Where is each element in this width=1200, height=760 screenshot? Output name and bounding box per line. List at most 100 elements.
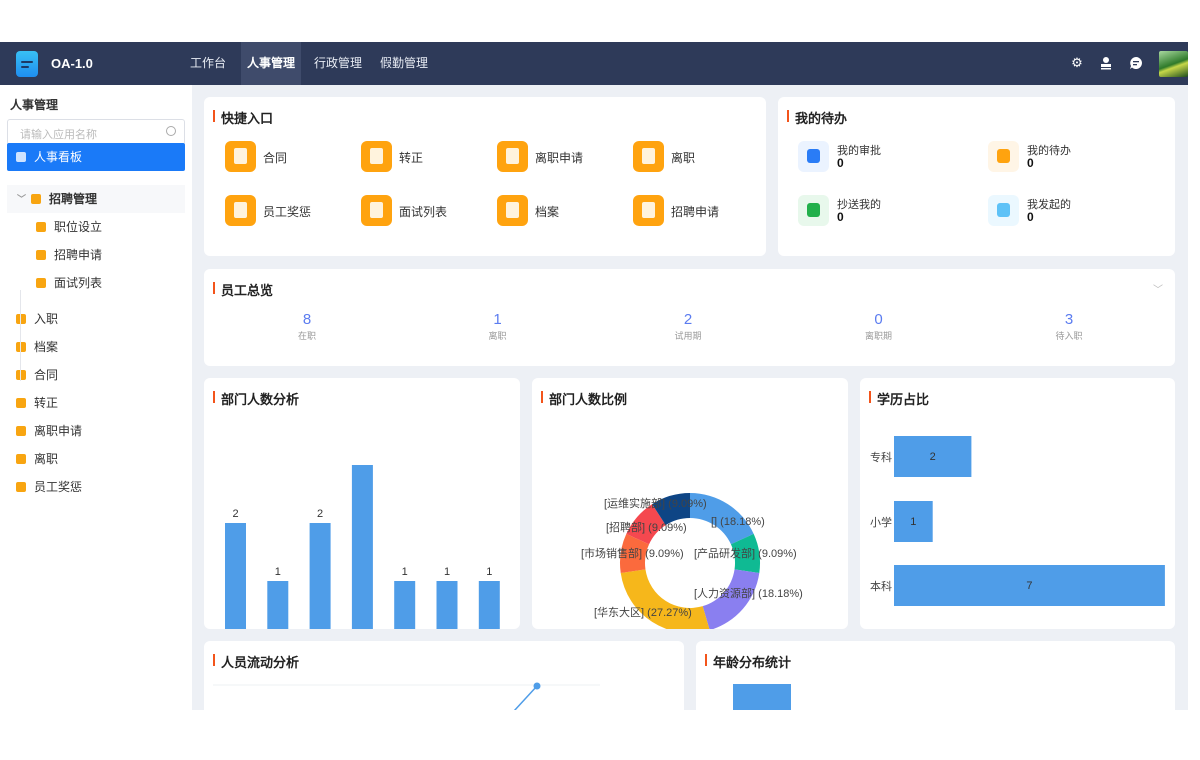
sidebar-item[interactable]: 员工奖惩: [7, 473, 185, 501]
quick-entry-label: 员工奖惩: [263, 205, 312, 219]
sidebar-item[interactable]: 离职: [7, 445, 185, 473]
avatar[interactable]: [1159, 51, 1188, 77]
todo-item[interactable]: 我发起的 0: [988, 195, 1138, 226]
badge-icon: [36, 222, 46, 232]
regularize-icon: [16, 398, 26, 408]
quick-entry-label: 离职: [671, 151, 696, 165]
stat-label: 待入职: [1055, 331, 1083, 341]
sidebar-item[interactable]: 离职申请: [7, 417, 185, 445]
sidebar-title: 人事管理: [10, 98, 59, 112]
bar: [351, 465, 373, 629]
nav-workbench[interactable]: 工作台: [190, 56, 227, 70]
quick-entry-item[interactable]: 档案: [497, 195, 617, 226]
app-logo-icon: [16, 51, 38, 77]
sidebar-item[interactable]: 职位设立: [7, 213, 185, 241]
donut-slice: [626, 504, 666, 545]
quick-entry-icon: [225, 141, 256, 172]
education-bar-chart: 2 专科 1 小学 7 本科: [870, 436, 1165, 606]
donut-slice: [702, 569, 760, 629]
overview-stat[interactable]: 2 试用期: [648, 311, 728, 342]
slice-label: [华东大区] (27.27%): [594, 605, 692, 619]
bar-data-label: 7: [1026, 580, 1032, 592]
bar: [309, 523, 331, 629]
sidebar-item[interactable]: ﹀ 招聘管理: [7, 185, 185, 213]
todo-count: 0: [837, 156, 844, 170]
todo-label: 抄送我的: [837, 199, 881, 211]
nav-hr[interactable]: 人事管理: [241, 42, 302, 85]
todo-icon: [798, 141, 829, 172]
stat-value: 3: [1064, 311, 1074, 328]
stat-value: 8: [302, 311, 312, 328]
slice-label: [招聘部] (9.09%): [606, 520, 687, 534]
card-title: 我的待办: [787, 108, 847, 127]
sidebar-item[interactable]: 档案: [7, 333, 185, 361]
sidebar-item-label: 离职: [34, 452, 59, 466]
stat-value: 2: [683, 311, 693, 328]
user-leave-icon: [16, 454, 26, 464]
sidebar-item[interactable]: 合同: [7, 361, 185, 389]
quick-entry-label: 招聘申请: [671, 205, 720, 219]
bar-data-label: 2: [317, 508, 323, 520]
y-tick-label: 专科: [870, 450, 892, 464]
overview-stat[interactable]: 3 待入职: [1029, 311, 1109, 342]
sidebar-item[interactable]: 招聘申请: [7, 241, 185, 269]
search-icon[interactable]: [166, 126, 176, 136]
sidebar-item-label: 人事看板: [34, 150, 83, 164]
bar-data-label: 2: [930, 451, 936, 463]
overview-stat[interactable]: 8 在职: [267, 311, 347, 342]
nav-attendance[interactable]: 假勤管理: [380, 56, 429, 70]
user-edit-icon: [36, 250, 46, 260]
bar: [894, 501, 933, 542]
dept-bar-chart: 2[]1[产品研发部]2[华东大区]11[招聘部]1: [225, 465, 500, 629]
bar-data-label: 1: [486, 566, 492, 578]
slice-label: [] (18.18%): [711, 516, 765, 528]
app-search-input[interactable]: 请输入应用名称: [7, 119, 185, 145]
overview-stat[interactable]: 0 离职期: [839, 311, 919, 342]
sidebar-item[interactable]: 转正: [7, 389, 185, 417]
flow-line: [513, 685, 538, 710]
nav-admin[interactable]: 行政管理: [314, 56, 363, 70]
education-card: 学历占比 2 专科 1 小学 7 本科: [860, 378, 1175, 629]
donut-slice: [690, 493, 754, 545]
y-tick-label: 本科: [870, 579, 892, 593]
sidebar-item-label: 职位设立: [54, 220, 103, 234]
slice-label: [运维实施部] (9.09%): [604, 496, 707, 510]
bar: [394, 581, 416, 629]
todo-icon: [988, 195, 1019, 226]
sidebar-item[interactable]: 入职: [7, 305, 185, 333]
chevron-down-icon: ﹀: [17, 194, 27, 204]
quick-entry-item[interactable]: 离职: [633, 141, 753, 172]
quick-entry-item[interactable]: 合同: [225, 141, 345, 172]
bar-data-label: 1: [910, 516, 916, 528]
dept-donut-chart: [] (18.18%) [产品研发部] (9.09%) [人力资源部] (18.18…: [581, 493, 803, 629]
stat-label: 试用期: [674, 331, 702, 341]
quick-entry-item[interactable]: 招聘申请: [633, 195, 753, 226]
gear-icon[interactable]: ⚙: [1071, 55, 1083, 70]
donut-slice: [620, 533, 650, 573]
todo-item[interactable]: 抄送我的 0: [798, 195, 948, 226]
card-title: 快捷入口: [213, 108, 273, 127]
donut-slice: [730, 533, 760, 573]
todo-label: 我的审批: [837, 145, 881, 157]
todo-item[interactable]: 我的审批 0: [798, 141, 948, 172]
quick-entry-item[interactable]: 转正: [361, 141, 481, 172]
sidebar-item[interactable]: 面试列表: [7, 269, 185, 297]
chat-icon[interactable]: [1129, 56, 1143, 70]
quick-entry-item[interactable]: 离职申请: [497, 141, 617, 172]
quick-entry-item[interactable]: 员工奖惩: [225, 195, 345, 226]
sidebar-item-label: 转正: [34, 396, 59, 410]
list-icon: [36, 278, 46, 288]
quick-entry-icon: [633, 141, 664, 172]
quick-entry-item[interactable]: 面试列表: [361, 195, 481, 226]
overview-stat[interactable]: 1 离职: [458, 311, 538, 342]
sidebar-item[interactable]: 人事看板: [7, 143, 185, 171]
todo-item[interactable]: 我的待办 0: [988, 141, 1138, 172]
bar: [894, 436, 972, 477]
sidebar-item-label: 离职申请: [34, 424, 83, 438]
quick-entry-label: 转正: [399, 151, 424, 165]
chevron-down-icon[interactable]: ﹀: [1153, 285, 1163, 296]
stat-label: 在职: [297, 331, 316, 341]
todo-icon: [798, 195, 829, 226]
stamp-icon[interactable]: [1099, 56, 1113, 70]
quick-entry-icon: [633, 195, 664, 226]
